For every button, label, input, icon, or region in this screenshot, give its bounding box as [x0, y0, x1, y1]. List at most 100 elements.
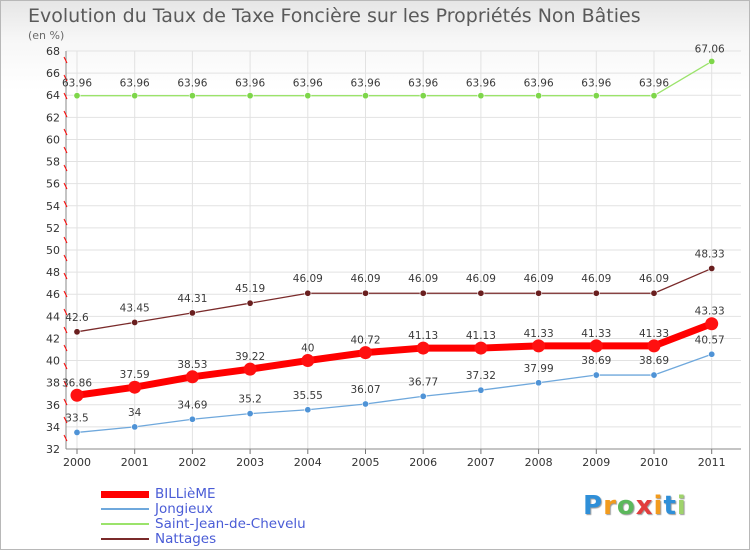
data-point-jongieux [304, 406, 312, 414]
data-point-saint-jean-de-chevelu [708, 57, 716, 65]
data-label-jongieux: 34.69 [177, 399, 207, 411]
data-label-nattages: 46.09 [350, 273, 380, 285]
data-point-saint-jean-de-chevelu [73, 92, 81, 100]
y-tick-label: 54 [46, 200, 60, 213]
y-tick-label: 52 [46, 222, 60, 235]
data-point-saint-jean-de-chevelu [246, 92, 254, 100]
y-axis-accent [63, 218, 68, 226]
data-point-billieme [532, 339, 546, 353]
data-label-nattages: 44.31 [177, 293, 207, 305]
y-axis-accent [63, 128, 68, 136]
data-point-billieme [474, 341, 488, 355]
logo-letter: t [663, 491, 677, 521]
data-label-nattages: 46.09 [408, 273, 438, 285]
data-point-saint-jean-de-chevelu [650, 92, 658, 100]
data-label-saint-jean-de-chevelu: 63.96 [177, 78, 207, 90]
data-label-nattages: 42.6 [65, 312, 89, 324]
y-tick-label: 62 [46, 111, 60, 124]
data-point-jongieux [650, 371, 658, 379]
data-point-nattages [73, 328, 81, 336]
data-point-nattages [361, 289, 369, 297]
proxiti-logo: Proxiti [583, 491, 687, 521]
y-axis-accent [63, 272, 68, 280]
data-label-nattages: 46.09 [524, 273, 554, 285]
data-label-jongieux: 36.77 [408, 376, 438, 388]
y-axis-accent [63, 416, 68, 424]
data-point-billieme [416, 341, 430, 355]
data-point-jongieux [592, 371, 600, 379]
y-tick-label: 36 [46, 399, 60, 412]
chart-subtitle: (en %) [28, 29, 65, 42]
data-point-billieme [589, 339, 603, 353]
y-axis-accent [63, 434, 68, 442]
data-point-saint-jean-de-chevelu [131, 92, 139, 100]
data-point-jongieux [419, 392, 427, 400]
data-label-nattages: 46.09 [293, 273, 323, 285]
legend-swatch-billieme [101, 491, 149, 498]
y-tick-label: 46 [46, 288, 60, 301]
data-label-saint-jean-de-chevelu: 63.96 [120, 78, 150, 90]
logo-letter: i [676, 491, 687, 521]
data-point-billieme [70, 388, 84, 402]
data-label-jongieux: 34 [128, 407, 142, 419]
y-axis-accent [63, 164, 68, 172]
data-point-jongieux [535, 379, 543, 387]
label-layer: 63.96 63.96 63.96 63.96 63.96 63.96 63.96 63.96… [62, 43, 725, 424]
y-axis-accent [63, 290, 68, 298]
data-label-billieme: 40 [301, 343, 314, 355]
data-point-nattages [419, 289, 427, 297]
data-label-billieme: 41.33 [524, 328, 554, 340]
data-point-saint-jean-de-chevelu [535, 92, 543, 100]
data-point-saint-jean-de-chevelu [188, 92, 196, 100]
y-axis-accent [63, 326, 68, 334]
x-tick-label: 2001 [121, 456, 149, 469]
data-label-jongieux: 38.69 [639, 355, 669, 367]
axis-layer: 32 34 36 38 40 42 44 46 48 50 52 54 56 58 60 62 64 66 68 20… [46, 45, 741, 469]
legend-label-nattages: Nattages [155, 531, 217, 547]
y-tick-label: 48 [46, 266, 60, 279]
data-label-jongieux: 37.32 [466, 370, 496, 382]
y-tick-label: 60 [46, 133, 60, 146]
data-point-nattages [188, 309, 196, 317]
data-point-billieme [243, 362, 257, 376]
logo-letter: o [616, 491, 636, 521]
data-label-jongieux: 40.57 [695, 334, 725, 346]
legend-label-saint-jean-de-chevelu: Saint-Jean-de-Chevelu [155, 516, 306, 532]
series-line-jongieux [76, 353, 712, 434]
data-point-nattages [131, 318, 139, 326]
data-point-nattages [650, 289, 658, 297]
y-axis-accent [63, 56, 68, 64]
data-label-jongieux: 35.55 [293, 390, 323, 402]
grid-layer [66, 50, 741, 450]
data-label-saint-jean-de-chevelu: 63.96 [293, 78, 323, 90]
data-label-nattages: 45.19 [235, 283, 265, 295]
data-point-nattages [246, 299, 254, 307]
x-tick-label: 2005 [352, 456, 380, 469]
y-axis-accent [63, 182, 68, 190]
data-label-billieme: 40.72 [350, 335, 380, 347]
data-point-jongieux [73, 428, 81, 436]
data-label-billieme: 43.33 [695, 306, 725, 318]
y-tick-label: 64 [46, 89, 60, 102]
data-point-billieme [647, 339, 661, 353]
logo-letter: x [635, 491, 654, 521]
data-label-nattages: 43.45 [120, 302, 150, 314]
y-axis-accent [63, 110, 68, 118]
data-label-jongieux: 36.07 [350, 384, 380, 396]
logo-letter: r [603, 491, 617, 521]
x-tick-label: 2000 [63, 456, 91, 469]
legend-swatch-saint-jean-de-chevelu [101, 523, 149, 525]
data-point-saint-jean-de-chevelu [592, 92, 600, 100]
data-label-saint-jean-de-chevelu: 63.96 [62, 78, 92, 90]
legend-label-billieme: BILLièME [155, 486, 216, 502]
data-label-nattages: 48.33 [695, 248, 725, 260]
data-point-jongieux [188, 415, 196, 423]
data-point-billieme [359, 346, 372, 360]
data-label-billieme: 39.22 [235, 351, 265, 363]
data-label-billieme: 38.53 [177, 359, 207, 371]
data-point-jongieux [131, 423, 139, 431]
y-axis-accent [63, 92, 68, 100]
data-label-jongieux: 38.69 [581, 355, 611, 367]
data-point-billieme [185, 370, 199, 384]
y-axis-accent [63, 398, 68, 406]
